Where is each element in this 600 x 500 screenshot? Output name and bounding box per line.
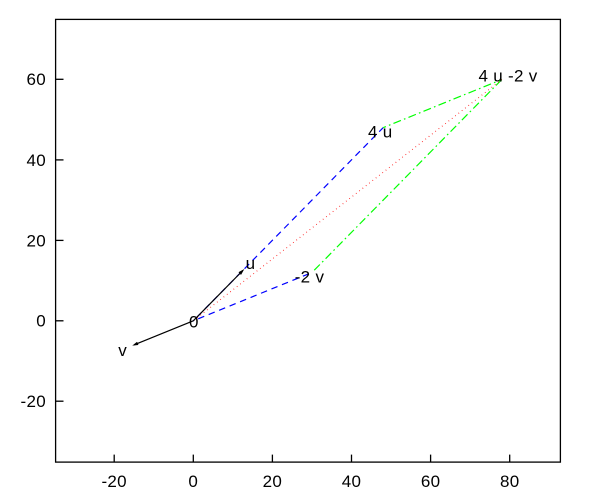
svg-text:-2 v: -2 v xyxy=(295,268,325,287)
svg-text:0: 0 xyxy=(188,472,198,491)
svg-text:40: 40 xyxy=(342,472,362,491)
svg-text:4 u -2 v: 4 u -2 v xyxy=(478,67,537,86)
svg-text:40: 40 xyxy=(26,151,46,170)
svg-text:60: 60 xyxy=(26,70,46,89)
svg-text:20: 20 xyxy=(26,231,46,250)
svg-text:v: v xyxy=(118,341,127,360)
svg-text:20: 20 xyxy=(263,472,283,491)
svg-text:60: 60 xyxy=(421,472,441,491)
svg-text:0: 0 xyxy=(189,313,199,332)
svg-text:-20: -20 xyxy=(21,392,46,411)
svg-text:u: u xyxy=(246,254,256,273)
svg-text:80: 80 xyxy=(500,472,520,491)
svg-text:4 u: 4 u xyxy=(368,122,393,141)
svg-text:-20: -20 xyxy=(101,472,126,491)
svg-text:0: 0 xyxy=(36,312,46,331)
